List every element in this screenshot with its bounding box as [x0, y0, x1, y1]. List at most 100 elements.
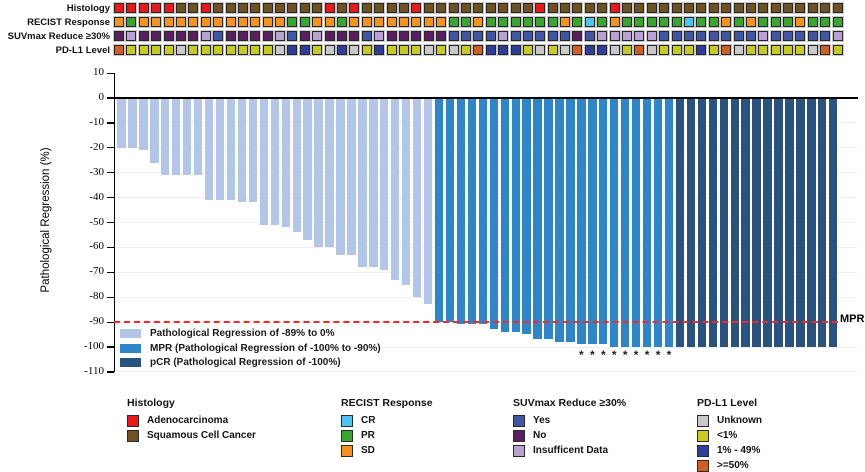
- y-tick: [107, 197, 114, 199]
- mpr-dashed-line: [113, 321, 838, 324]
- waterfall-bar: [478, 99, 488, 325]
- legend-item: Adenocarcinoma: [127, 413, 256, 428]
- legend-label: >=50%: [717, 460, 749, 471]
- waterfall-bar: [358, 99, 367, 268]
- waterfall-bar: [741, 99, 750, 347]
- track-label-histology: Histology: [66, 3, 110, 14]
- histology-cell: [162, 2, 175, 14]
- histology-cell: [360, 2, 373, 14]
- suvmax-cell: [633, 30, 646, 42]
- pdl1-cell: [472, 44, 485, 56]
- waterfall-bar: [522, 99, 531, 335]
- waterfall-bar: [708, 99, 717, 347]
- histology-cell: [658, 2, 671, 14]
- waterfall-bar: [259, 99, 269, 225]
- waterfall-bar: [391, 99, 400, 280]
- pdl1-cell: [658, 44, 671, 56]
- recist-cell: [744, 16, 757, 28]
- histology-cell: [385, 2, 398, 14]
- histology-cell: [286, 2, 299, 14]
- recist-cell: [459, 16, 472, 28]
- pdl1-cell: [744, 44, 757, 56]
- histology-cell: [621, 2, 634, 14]
- track-row-suvmax: [113, 30, 844, 42]
- histology-cell: [311, 2, 324, 14]
- legend-item: Squamous Cell Cancer: [127, 428, 256, 443]
- y-tick-label: -90: [89, 315, 104, 328]
- histology-cell: [174, 2, 187, 14]
- recist-cell: [373, 16, 386, 28]
- legend-group-title: PD-L1 Level: [697, 397, 758, 409]
- suvmax-cell: [323, 30, 336, 42]
- pdl1-cell: [583, 44, 596, 56]
- suvmax-cell: [422, 30, 435, 42]
- waterfall-bar: [675, 99, 685, 347]
- legend-label: MPR (Pathological Regression of -100% to…: [150, 342, 381, 354]
- y-tick-label: -40: [89, 190, 104, 203]
- recist-cell: [113, 16, 125, 28]
- recist-cell: [583, 16, 596, 28]
- histology-cell: [212, 2, 225, 14]
- legend-swatch: [341, 429, 353, 442]
- histology-cell: [422, 2, 435, 14]
- histology-cell: [720, 2, 733, 14]
- in-plot-legend: Pathological Regression of -89% to 0% MPR…: [120, 328, 381, 368]
- pdl1-cell: [162, 44, 175, 56]
- waterfall-bar: [248, 99, 258, 203]
- recist-cell: [397, 16, 410, 28]
- suvmax-cell: [224, 30, 237, 42]
- legend-item: PR: [341, 428, 433, 443]
- suvmax-cell: [162, 30, 175, 42]
- suvmax-cell: [174, 30, 187, 42]
- histology-cell: [670, 2, 683, 14]
- recist-cell: [311, 16, 324, 28]
- legend-swatch: [513, 429, 525, 442]
- suvmax-cell: [472, 30, 485, 42]
- histology-cell: [583, 2, 596, 14]
- waterfall-bar: [369, 99, 378, 268]
- waterfall-bar: [566, 99, 575, 342]
- waterfall-bar: [533, 99, 542, 340]
- recist-cell: [633, 16, 646, 28]
- suvmax-cell: [707, 30, 720, 42]
- suvmax-cell: [583, 30, 596, 42]
- suvmax-cell: [274, 30, 287, 42]
- recist-cell: [125, 16, 138, 28]
- pdl1-cell: [447, 44, 460, 56]
- y-axis-line: [113, 73, 116, 372]
- recist-cell: [546, 16, 559, 28]
- y-tick-label: 10: [93, 66, 104, 79]
- legend-item: Insufficent Data: [513, 443, 626, 458]
- waterfall-bar: [555, 99, 564, 342]
- recist-cell: [720, 16, 733, 28]
- suvmax-cell: [360, 30, 373, 42]
- suvmax-cell: [509, 30, 522, 42]
- y-tick-label: -10: [89, 115, 104, 128]
- suvmax-cell: [658, 30, 671, 42]
- recist-cell: [757, 16, 770, 28]
- histology-cell: [757, 2, 770, 14]
- y-tick: [107, 346, 114, 348]
- recist-cell: [360, 16, 373, 28]
- recist-cell: [571, 16, 584, 28]
- waterfall-bar: [730, 99, 739, 347]
- pdl1-cell: [336, 44, 349, 56]
- pdl1-cell: [806, 44, 819, 56]
- pdl1-cell: [150, 44, 163, 56]
- pdl1-cell: [224, 44, 237, 56]
- histology-cell: [373, 2, 386, 14]
- suvmax-cell: [769, 30, 782, 42]
- suvmax-cell: [670, 30, 683, 42]
- gridline: [115, 346, 857, 348]
- waterfall-bar: [511, 99, 520, 332]
- legend-item: CR: [341, 413, 433, 428]
- recist-cell: [261, 16, 274, 28]
- histology-cell: [236, 2, 249, 14]
- legend-group-2: RECIST Response CR PR SD: [341, 397, 433, 458]
- pdl1-cell: [459, 44, 472, 56]
- recist-cell: [782, 16, 795, 28]
- recist-cell: [521, 16, 534, 28]
- waterfall-bar: [423, 99, 433, 305]
- y-tick-label: -100: [83, 340, 104, 352]
- waterfall-bar: [292, 99, 301, 233]
